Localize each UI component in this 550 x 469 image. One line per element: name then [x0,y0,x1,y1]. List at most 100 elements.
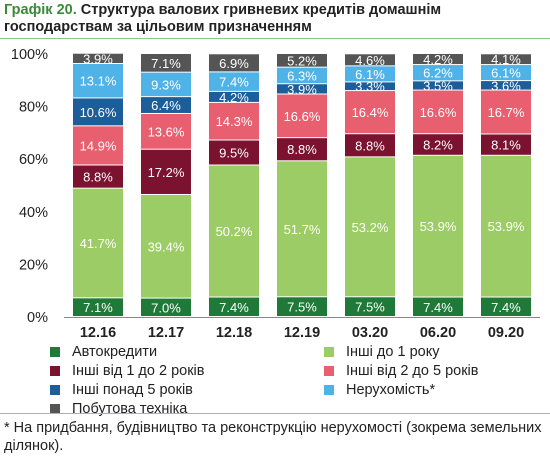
bar-segment [277,138,327,161]
legend-item: Інші від 2 до 5 років [324,362,540,379]
data-label: 9.5% [219,146,249,161]
bar-segment [73,63,123,98]
data-label: 9.3% [151,77,181,92]
bar-segment [141,54,191,72]
bar-segment [141,298,191,316]
data-label: 41.7% [80,236,117,251]
data-label: 8.8% [287,142,317,157]
bar-segment [481,134,531,155]
legend-label: Автокредити [72,343,158,360]
bar-segment [209,102,259,140]
legend-label: Нерухомість* [346,381,436,398]
data-label: 16.7% [488,105,525,120]
legend-swatch [324,346,334,357]
legend-swatch [50,403,60,414]
bar-segment [141,113,191,149]
bar-segment [413,155,463,297]
data-label: 8.8% [355,138,385,153]
bar-segment [209,140,259,165]
bar-segment [413,297,463,316]
bar-segment [73,298,123,316]
legend-label: Інші понад 5 років [72,381,193,398]
y-tick-label: 20% [19,257,48,273]
data-label: 7.1% [83,300,113,315]
bar-segment [277,67,327,84]
bar-segment [481,81,531,90]
data-label: 7.4% [423,300,453,315]
data-label: 6.4% [151,98,181,113]
bar-segment [277,94,327,138]
data-label: 3.9% [83,51,113,66]
bar-segment [345,134,395,157]
bar-segment [413,65,463,81]
bar-segment [73,98,123,126]
bar-segment [209,54,259,72]
data-label: 50.2% [216,224,253,239]
data-label: 7.5% [287,300,317,315]
legend-item: Автокредити [50,343,324,360]
legend-item: Нерухомість* [324,381,540,398]
bar-segment [345,297,395,316]
bar-segment [345,91,395,134]
data-label: 5.2% [287,53,317,68]
legend-swatch [50,346,60,357]
data-label: 6.2% [423,66,453,81]
bar-segment [209,297,259,316]
x-tick-label: 12.18 [216,325,252,340]
data-label: 3.3% [355,79,385,94]
bar-segment [209,165,259,297]
legend-item: Інші від 1 до 2 років [50,362,324,379]
figure-title: Структура валових гривневих кредитів дом… [4,2,442,35]
data-label: 13.6% [148,124,185,139]
stacked-bar-chart: 0% 20% 40% 60% 80% 100% 7.1% 41.7% 8.8% 14.9% 10.6… [11,47,540,340]
data-label: 7.1% [151,56,181,71]
data-label: 7.4% [219,300,249,315]
bar-segment [209,72,259,91]
bar-segment [141,149,191,194]
bar-segment [345,66,395,82]
bar-segment [141,72,191,97]
data-label: 7.4% [219,75,249,90]
chart-legend: Автокредити Інші до 1 року Інші від 1 до 2… [50,343,540,417]
data-label: 4.1% [491,52,521,67]
data-label: 3.9% [287,82,317,97]
bar-segment [73,165,123,188]
bar-segment [481,54,531,65]
data-label: 4.6% [355,53,385,68]
data-label: 53.9% [488,219,525,234]
chart-title: Графік 20. Структура валових гривневих к… [4,2,544,36]
data-label: 51.7% [284,222,321,237]
data-label: 6.1% [491,66,521,81]
bar-segment [413,134,463,155]
bar-segment [345,157,395,297]
data-label: 8.8% [83,170,113,185]
data-label: 7.4% [491,300,521,315]
legend-item: Інші до 1 року [324,343,540,360]
x-tick-label: 09.20 [488,325,524,340]
footer-divider [0,413,550,414]
legend-item: Інші понад 5 років [50,381,324,398]
bar-segment [277,297,327,316]
data-label: 7.0% [151,300,181,315]
bar-segment [481,90,531,134]
bar-segment [481,155,531,297]
data-label: 16.6% [420,105,457,120]
data-label: 17.2% [148,165,185,180]
bar-segment [345,82,395,91]
x-tick-label: 12.16 [80,325,116,340]
legend-label: Інші до 1 року [346,343,440,360]
data-label: 53.2% [352,220,389,235]
legend-item: Побутова техніка [50,400,324,417]
data-label: 6.3% [287,68,317,83]
data-label: 16.6% [284,109,321,124]
data-label: 14.9% [80,138,117,153]
data-label: 13.1% [80,74,117,89]
bar-segment [481,297,531,316]
bar-segment [141,97,191,113]
data-label: 4.2% [219,90,249,105]
y-tick-label: 100% [11,47,48,63]
data-label: 8.1% [491,138,521,153]
x-tick-label: 06.20 [420,325,456,340]
bar-segment [413,90,463,134]
data-label: 6.9% [219,56,249,71]
